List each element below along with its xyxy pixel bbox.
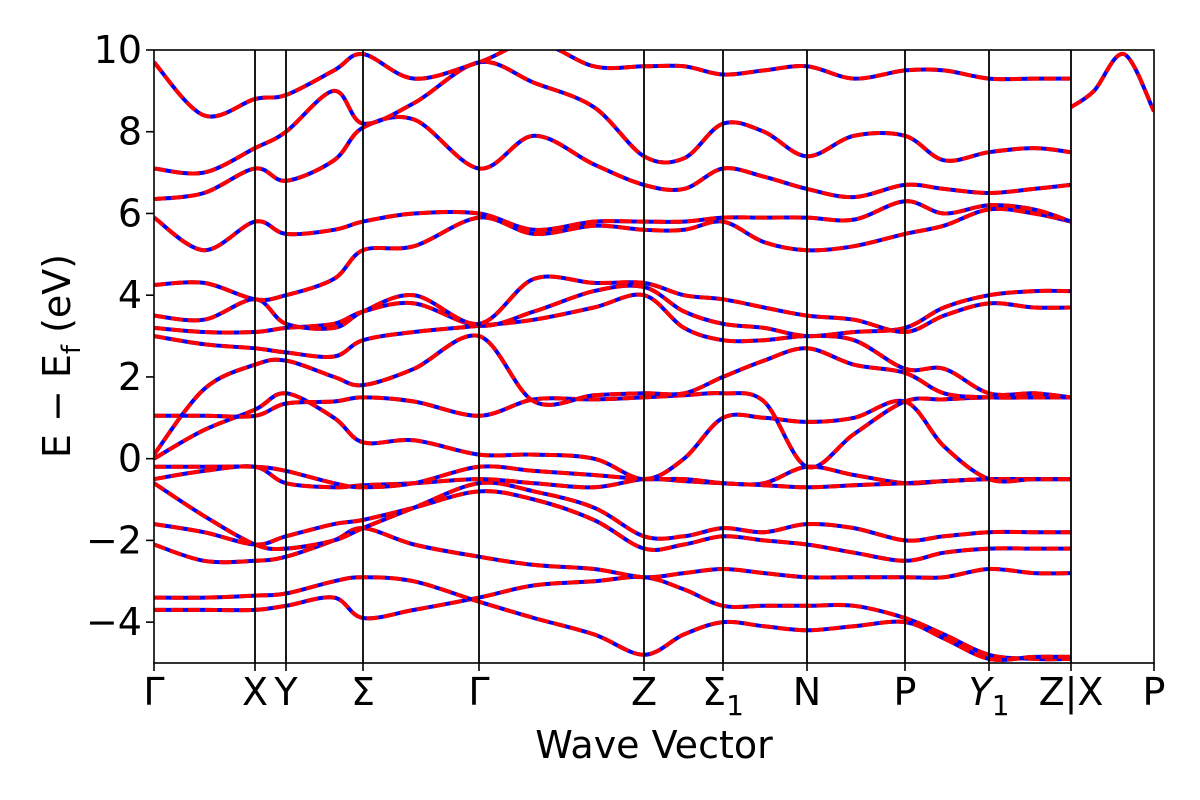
- band-16-dashed: [154, 114, 1072, 202]
- kpoint-lines: [254, 50, 1072, 663]
- plot-frame: [153, 49, 1155, 664]
- x-tick-label: N: [793, 670, 821, 714]
- y-axis-label-sub: f: [57, 344, 87, 354]
- y-tick-label: 4: [118, 273, 142, 317]
- y-tick-label: −2: [86, 518, 142, 562]
- band-17-dashed: [154, 59, 1072, 176]
- x-tick-label: Σ1: [702, 670, 744, 722]
- band-10-dashed: [154, 333, 1071, 456]
- x-axis: Γ X Y Σ Γ Z Σ1 N P Y1 Z|X P: [143, 663, 1165, 722]
- band-18-dashed: [154, 50, 1071, 119]
- x-tick-label: Z|X: [1039, 670, 1104, 715]
- y-axis-label-unit: (eV): [35, 254, 79, 333]
- x-tick-label: Γ: [143, 670, 164, 714]
- y-axis: 10 8 6 4 2 0 −2 −4: [86, 28, 154, 644]
- band-extra-dashed: [1069, 52, 1154, 113]
- x-tick-label: Γ: [468, 670, 489, 714]
- x-tick-label: Z: [631, 670, 657, 714]
- y-axis-label-main: E − E: [35, 354, 79, 458]
- y-tick-label: 0: [118, 437, 142, 481]
- x-tick-label: Σ: [351, 670, 375, 714]
- x-tick-label: P: [894, 670, 917, 714]
- y-tick-label: 8: [118, 110, 142, 154]
- y-tick-label: 10: [94, 28, 142, 72]
- y-tick-label: 6: [118, 191, 142, 235]
- x-tick-label: Y: [273, 670, 298, 714]
- y-tick-label: 2: [118, 355, 142, 399]
- x-axis-label: Wave Vector: [535, 723, 773, 767]
- y-axis-label: E − Ef (eV): [35, 254, 87, 458]
- x-tick-label: Y1: [968, 670, 1009, 722]
- y-tick-label: −4: [86, 600, 142, 644]
- x-tick-label: P: [1143, 670, 1166, 714]
- x-tick-label: X: [242, 670, 268, 714]
